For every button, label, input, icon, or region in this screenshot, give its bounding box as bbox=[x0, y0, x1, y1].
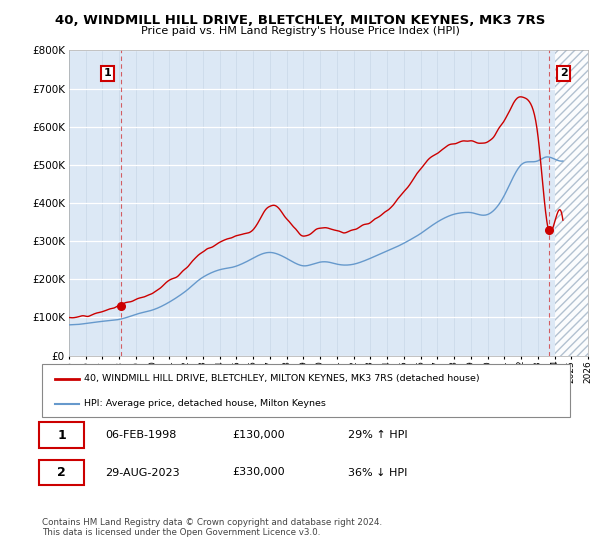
Text: 1: 1 bbox=[103, 68, 111, 78]
Text: 36% ↓ HPI: 36% ↓ HPI bbox=[348, 468, 407, 478]
FancyBboxPatch shape bbox=[42, 364, 570, 417]
Bar bbox=[554, 50, 596, 356]
Text: £330,000: £330,000 bbox=[232, 468, 285, 478]
Text: 40, WINDMILL HILL DRIVE, BLETCHLEY, MILTON KEYNES, MK3 7RS: 40, WINDMILL HILL DRIVE, BLETCHLEY, MILT… bbox=[55, 14, 545, 27]
Text: 29-AUG-2023: 29-AUG-2023 bbox=[106, 468, 180, 478]
Text: 2: 2 bbox=[560, 68, 568, 78]
FancyBboxPatch shape bbox=[40, 460, 84, 486]
Text: HPI: Average price, detached house, Milton Keynes: HPI: Average price, detached house, Milt… bbox=[84, 399, 326, 408]
Text: 29% ↑ HPI: 29% ↑ HPI bbox=[348, 431, 408, 440]
Text: 40, WINDMILL HILL DRIVE, BLETCHLEY, MILTON KEYNES, MK3 7RS (detached house): 40, WINDMILL HILL DRIVE, BLETCHLEY, MILT… bbox=[84, 375, 480, 384]
Text: 1: 1 bbox=[57, 429, 66, 442]
FancyBboxPatch shape bbox=[40, 422, 84, 449]
Text: 06-FEB-1998: 06-FEB-1998 bbox=[106, 431, 177, 440]
Text: 2: 2 bbox=[57, 466, 66, 479]
Text: Contains HM Land Registry data © Crown copyright and database right 2024.
This d: Contains HM Land Registry data © Crown c… bbox=[42, 518, 382, 538]
Text: £130,000: £130,000 bbox=[232, 431, 285, 440]
Text: Price paid vs. HM Land Registry's House Price Index (HPI): Price paid vs. HM Land Registry's House … bbox=[140, 26, 460, 36]
